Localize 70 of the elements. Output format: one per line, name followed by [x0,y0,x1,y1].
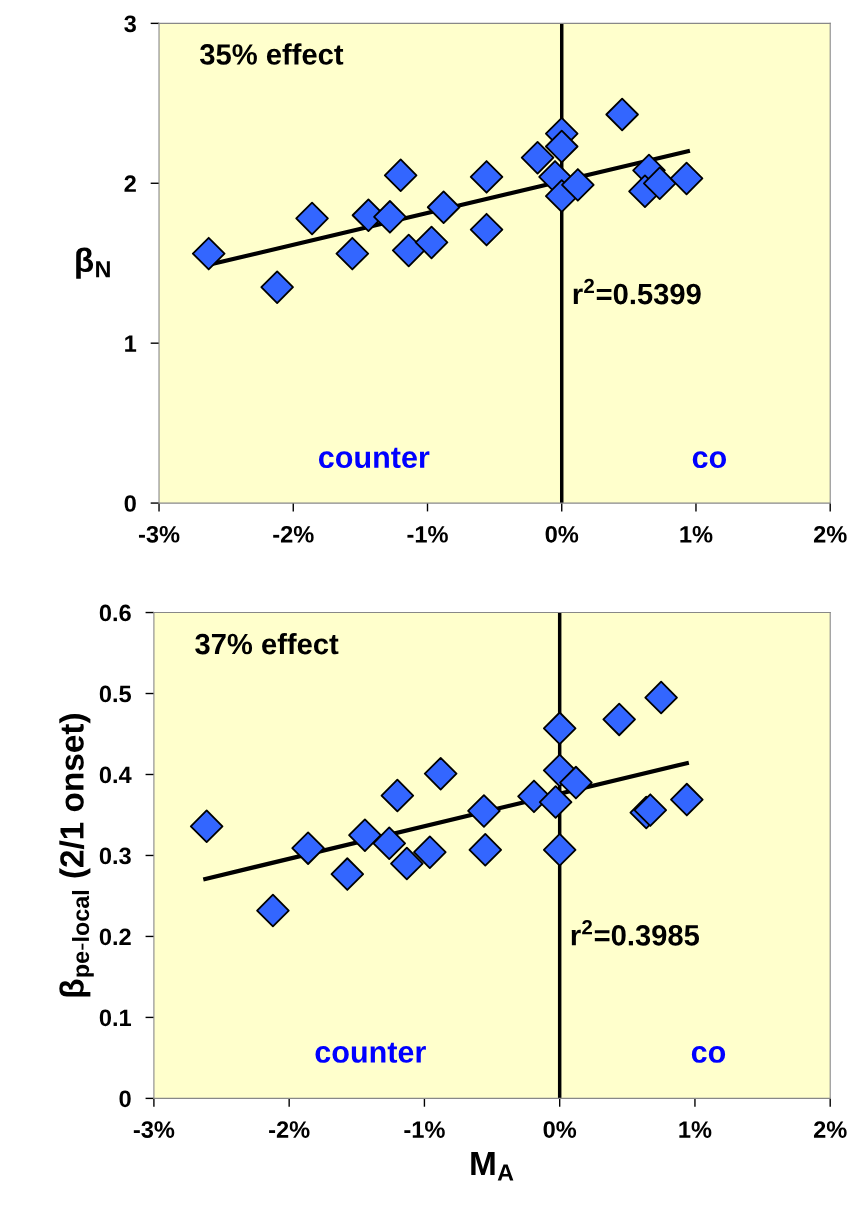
point [467,794,501,828]
point [189,809,224,844]
band-label: co [692,451,727,469]
y-axis-title: β$_{N}$ [76,247,110,279]
point [561,168,595,202]
point [260,270,294,304]
y-tick-label: 0.4 [99,766,132,784]
point [390,846,424,881]
y-tick-label: 2 [124,175,136,192]
annotation: 35% effect [199,43,344,65]
point [602,702,636,737]
point [380,778,415,813]
annotation: r$^{2}$=0.5399 [573,278,701,305]
band-label: co [691,1046,726,1063]
point [191,236,226,271]
x-tick-label: -3% [133,1121,175,1138]
point [605,97,639,132]
point [542,711,577,746]
point [538,785,573,819]
x-tick-label: -1% [407,525,448,543]
y-tick-label: 0.3 [99,847,131,865]
y-tick-label: 0 [119,1090,131,1108]
point [469,160,504,194]
point [372,826,406,861]
point [295,201,329,236]
y-tick-label: 0.5 [99,685,132,703]
point [423,756,458,791]
point [335,236,370,271]
point [413,835,447,869]
point [669,161,704,196]
band-label: counter [315,1042,426,1063]
y-tick-label: 0.6 [99,604,131,622]
y-tick-label: 0.1 [99,1009,132,1027]
x-tick-label: 2% [813,1121,847,1138]
x-tick-label: -2% [273,525,314,543]
point [383,158,418,193]
x-tick-label: 0% [543,1121,577,1138]
y-tick-label: 1 [125,335,137,352]
y-axis-title: β$_{pe-local}$ (2/1 onset) [59,714,94,997]
point [373,200,407,234]
x-tick-label: 1% [679,1121,712,1138]
annotation: 37% effect [195,632,339,655]
annotation: r$^{2}$=0.3985 [571,919,700,946]
point [330,857,365,891]
point [642,166,677,201]
point [644,680,678,715]
y-tick-label: 0.2 [99,928,131,946]
point [348,818,382,852]
point [670,782,704,817]
y-tick-label: 3 [124,15,136,33]
point [542,833,577,867]
band-label: counter [318,447,430,469]
x-tick-label: -1% [404,1121,445,1138]
point [559,765,593,800]
point [256,893,290,928]
point [426,190,461,224]
x-tick-label: 0% [545,525,579,543]
point [291,831,325,865]
point [468,833,503,867]
x-tick-label: -3% [138,525,180,543]
y-tick-label: 0 [124,495,136,512]
point [544,129,579,164]
x-tick-label: 2% [813,525,847,543]
point [469,212,504,247]
x-axis-title: M$_{A}$ [471,1152,514,1181]
point [391,233,426,268]
point [414,225,449,260]
x-tick-label: -2% [269,1121,310,1138]
x-tick-label: 1% [680,525,713,543]
point [520,140,555,175]
